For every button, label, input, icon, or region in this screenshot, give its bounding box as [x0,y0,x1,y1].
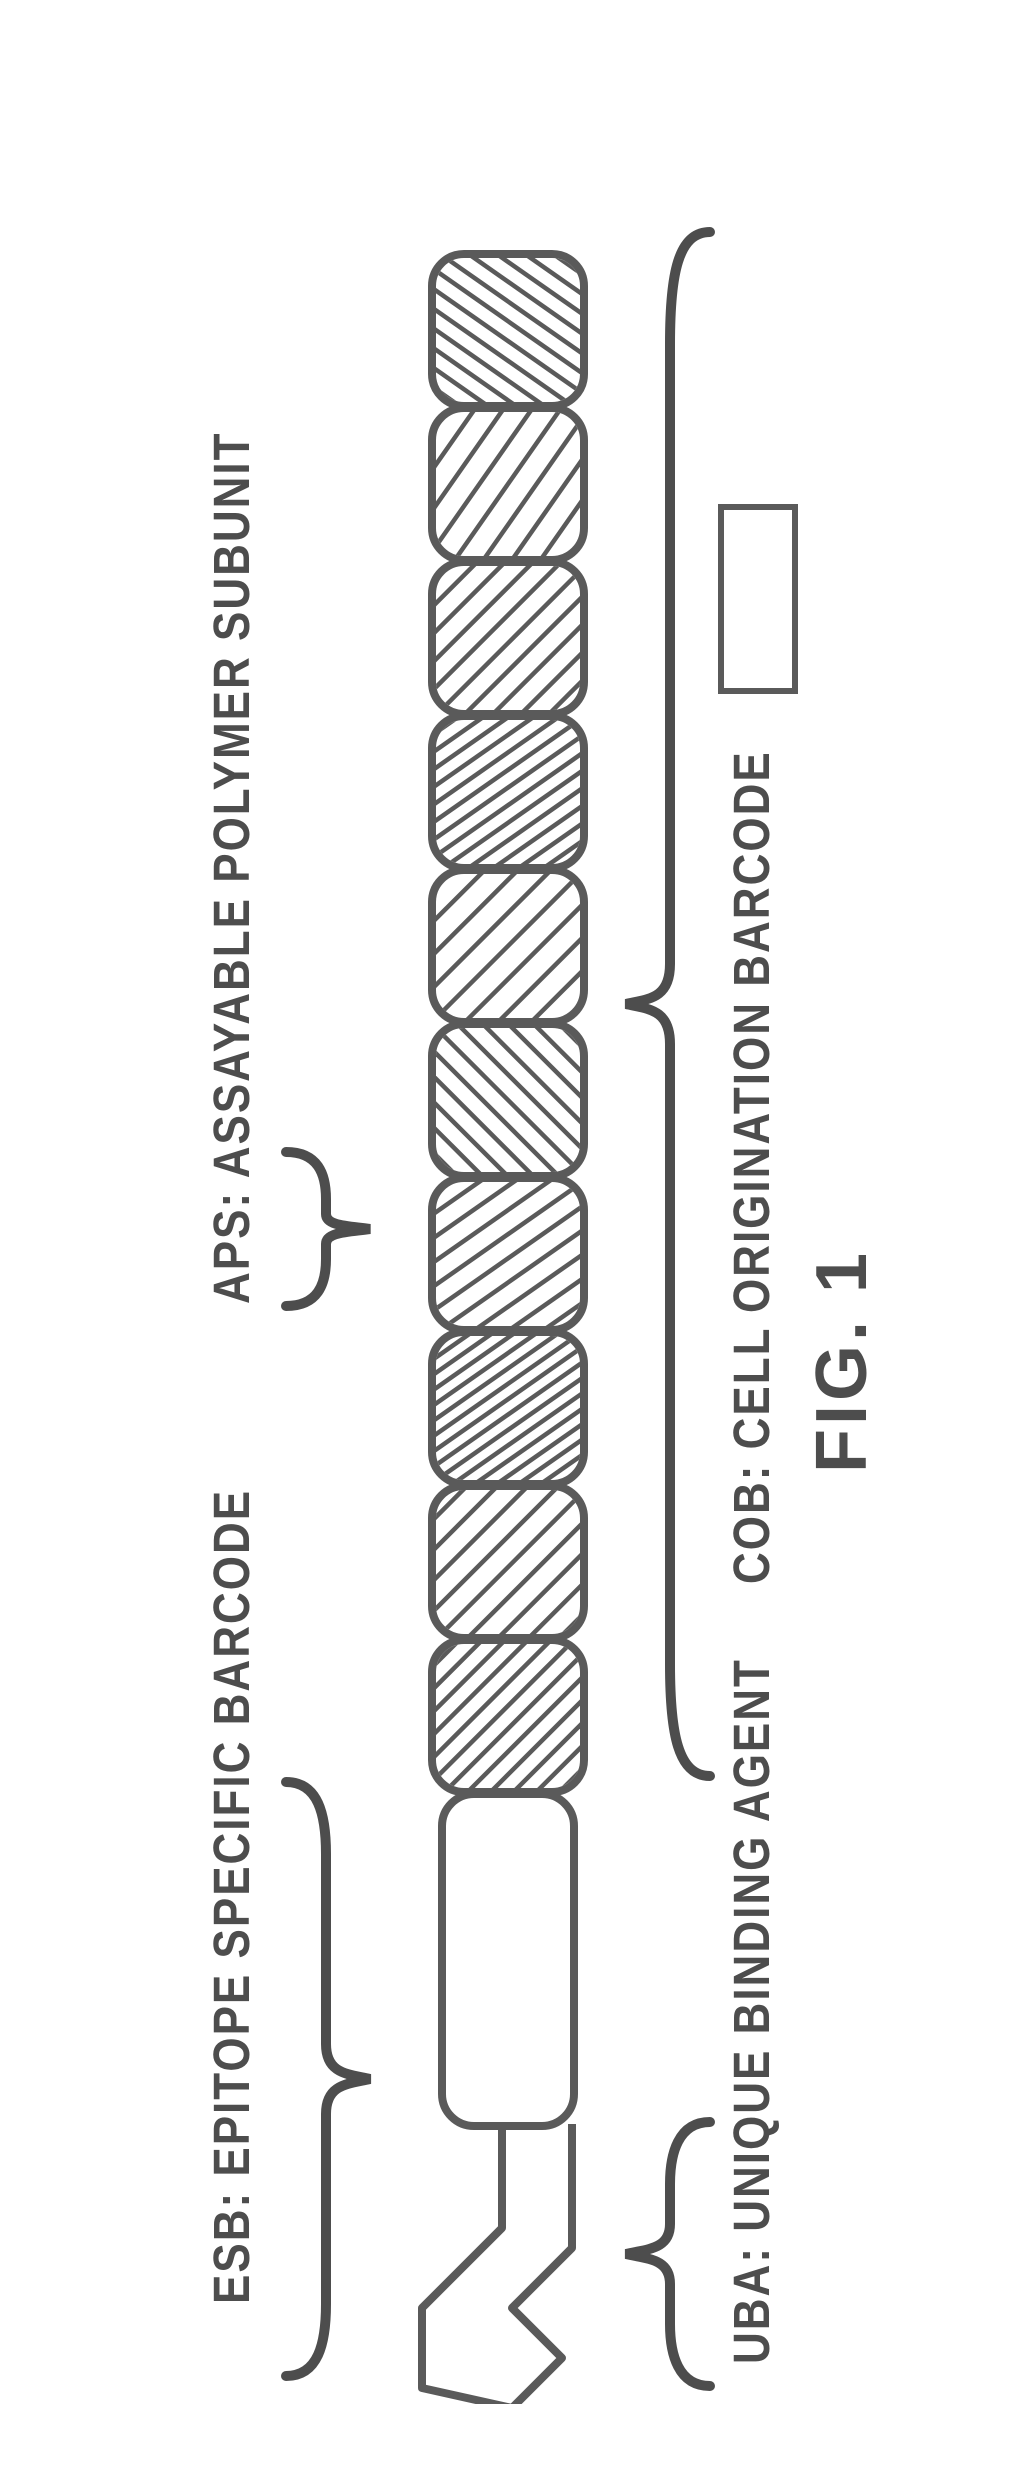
cob-subunit-3 [428,1328,588,1488]
esb-block [438,1790,578,2130]
diagram-inner: ESB: EPITOPE SPECIFIC BARCODE APS: ASSAY… [148,84,868,2404]
cob-label: COB: CELL ORIGINATION BARCODE [724,750,782,1584]
uba-brace [618,2114,718,2394]
rotated-container: ESB: EPITOPE SPECIFIC BARCODE APS: ASSAY… [148,84,868,2404]
cob-subunit-8 [428,558,588,718]
cob-subunit-5 [428,1020,588,1180]
cob-subunit-9 [428,404,588,564]
cob-subunit-2 [428,1482,588,1642]
uba-label: UBA: UNIQUE BINDING AGENT [724,1658,782,2364]
cob-subunit-6 [428,866,588,1026]
cob-subunit-7 [428,712,588,872]
antibody-uba [408,2124,608,2404]
figure-stage: ESB: EPITOPE SPECIFIC BARCODE APS: ASSAY… [0,0,1016,2489]
cob-subunit-10 [428,250,588,410]
cob-subunit-4 [428,1174,588,1334]
cob-subunit-1 [428,1636,588,1796]
aps-label: APS: ASSAYABLE POLYMER SUBUNIT [204,431,262,1304]
aps-brace [278,1144,378,1314]
esb-label: ESB: EPITOPE SPECIFIC BARCODE [204,1489,262,2304]
molecule-chain [408,250,608,2404]
figure-number: FIG. 1 [801,1249,883,1473]
esb-brace [278,1774,378,2384]
cob-brace [618,224,718,1784]
legend-rectangle [718,504,798,694]
